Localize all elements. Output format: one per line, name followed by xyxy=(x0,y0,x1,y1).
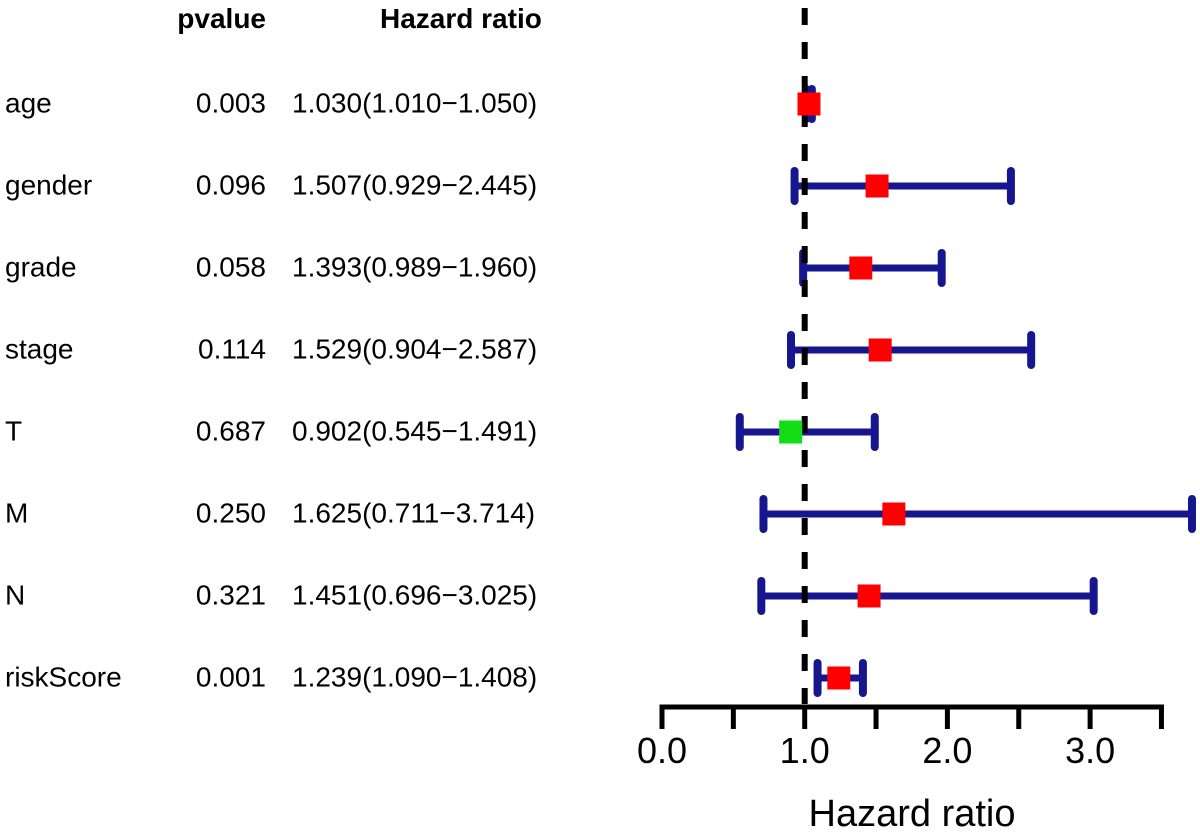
variable-label-grade: grade xyxy=(5,251,77,283)
hr-marker-square-N xyxy=(857,584,881,608)
hr-ci-value-N: 1.451(0.696−3.025) xyxy=(292,579,538,611)
pvalue-value-M: 0.250 xyxy=(195,497,266,529)
pvalue-value-riskScore: 0.001 xyxy=(195,661,266,693)
hr-marker-square-gender xyxy=(865,174,889,198)
pvalue-column-header: pvalue xyxy=(177,3,266,34)
variable-label-N: N xyxy=(5,579,26,611)
hr-ci-value-gender: 1.507(0.929−2.445) xyxy=(292,169,538,201)
variable-label-T: T xyxy=(5,415,23,447)
pvalue-value-T: 0.687 xyxy=(195,415,266,447)
hr-marker-square-T xyxy=(779,420,803,444)
pvalue-value-stage: 0.114 xyxy=(198,333,266,365)
x-axis-title: Hazard ratio xyxy=(808,793,1016,834)
hr-ci-value-riskScore: 1.239(1.090−1.408) xyxy=(292,661,538,693)
hr-marker-square-age xyxy=(797,92,821,116)
hr-ci-value-T: 0.902(0.545−1.491) xyxy=(292,415,538,447)
hr-marker-square-grade xyxy=(849,256,873,280)
variable-label-gender: gender xyxy=(5,169,93,201)
hr-ci-value-grade: 1.393(0.989−1.960) xyxy=(292,251,538,283)
hr-ci-value-stage: 1.529(0.904−2.587) xyxy=(292,333,538,365)
pvalue-value-N: 0.321 xyxy=(195,579,266,611)
pvalue-value-age: 0.003 xyxy=(195,87,266,119)
x-axis-tick-label-0.0: 0.0 xyxy=(637,730,687,771)
hr-ci-value-age: 1.030(1.010−1.050) xyxy=(292,87,538,119)
variable-label-stage: stage xyxy=(5,333,74,365)
x-axis-tick-label-3.0: 3.0 xyxy=(1065,730,1115,771)
x-axis-tick-label-2.0: 2.0 xyxy=(922,730,972,771)
variable-label-M: M xyxy=(5,497,29,529)
hr-ci-value-M: 1.625(0.711−3.714) xyxy=(292,497,536,529)
hr-marker-square-stage xyxy=(868,338,892,362)
variable-label-riskScore: riskScore xyxy=(5,661,122,693)
hr-marker-square-M xyxy=(882,502,906,526)
pvalue-value-gender: 0.096 xyxy=(195,169,266,201)
variable-label-age: age xyxy=(5,87,52,119)
pvalue-value-grade: 0.058 xyxy=(195,251,266,283)
hr-marker-square-riskScore xyxy=(827,666,851,690)
x-axis-tick-label-1.0: 1.0 xyxy=(780,730,830,771)
hazard-ratio-column-header: Hazard ratio xyxy=(380,3,542,34)
